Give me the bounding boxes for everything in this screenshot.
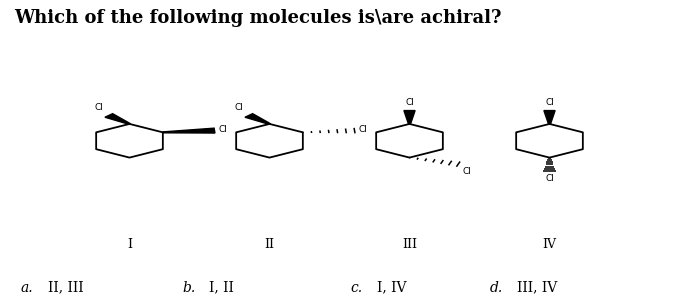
Text: I: I — [127, 238, 132, 251]
Text: II: II — [265, 238, 274, 251]
Text: Cl: Cl — [218, 125, 227, 134]
Polygon shape — [404, 110, 415, 124]
Text: Which of the following molecules is\are achiral?: Which of the following molecules is\are … — [14, 9, 501, 27]
Text: Cl: Cl — [358, 125, 368, 134]
Text: d.: d. — [490, 281, 503, 295]
Text: I, II: I, II — [209, 281, 234, 295]
Text: I, IV: I, IV — [377, 281, 406, 295]
Text: a.: a. — [21, 281, 34, 295]
Text: II, III: II, III — [48, 281, 83, 295]
Text: Cl: Cl — [545, 174, 554, 183]
Polygon shape — [105, 114, 130, 124]
Text: III, IV: III, IV — [517, 281, 557, 295]
Text: b.: b. — [182, 281, 195, 295]
Text: Cl: Cl — [405, 99, 414, 107]
Polygon shape — [245, 114, 270, 124]
Text: Cl: Cl — [545, 99, 554, 107]
Text: Cl: Cl — [94, 103, 103, 112]
Text: Cl: Cl — [463, 167, 471, 176]
Text: c.: c. — [350, 281, 362, 295]
Text: IV: IV — [542, 238, 556, 251]
Polygon shape — [544, 110, 555, 124]
Text: III: III — [402, 238, 417, 251]
Polygon shape — [163, 128, 215, 133]
Text: Cl: Cl — [234, 103, 243, 112]
